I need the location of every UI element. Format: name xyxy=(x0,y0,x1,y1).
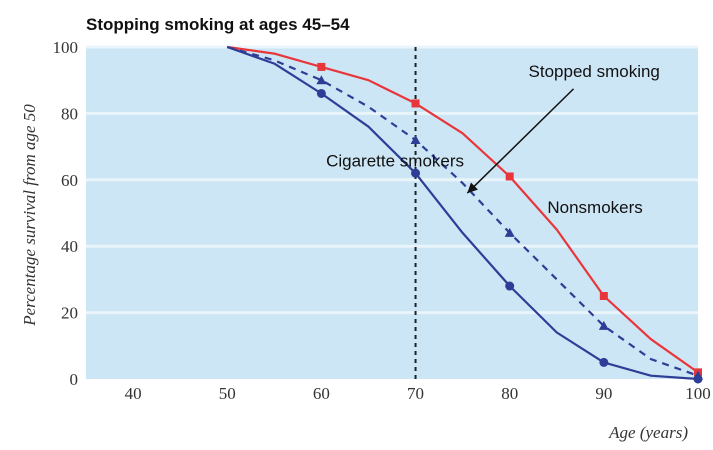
series-1-point-80 xyxy=(504,227,515,237)
annotation-2: Nonsmokers xyxy=(547,198,642,217)
x-tick-100: 100 xyxy=(685,384,711,403)
x-axis-label: Age (years) xyxy=(608,423,688,442)
series-1-point-60 xyxy=(316,75,327,85)
plot-area: Stopped smoking Cigarette smokers Nonsmoke… xyxy=(86,45,703,384)
series-2-point-90 xyxy=(599,357,609,367)
y-tick-0: 0 xyxy=(70,370,79,389)
x-tick-50: 50 xyxy=(219,384,236,403)
annotation-arrowhead-0 xyxy=(467,182,478,194)
annotation-0: Stopped smoking xyxy=(529,62,660,81)
y-tick-80: 80 xyxy=(61,104,78,123)
x-tick-80: 80 xyxy=(501,384,518,403)
x-tick-60: 60 xyxy=(313,384,330,403)
series-1-point-90 xyxy=(598,320,609,330)
series-line-0 xyxy=(227,45,699,374)
x-tick-40: 40 xyxy=(125,384,142,403)
y-tick-20: 20 xyxy=(61,304,78,323)
series-0-point-60 xyxy=(317,62,326,71)
annotation-1: Cigarette smokers xyxy=(326,152,464,171)
series-0-point-80 xyxy=(505,172,514,181)
series-2-point-70 xyxy=(411,168,421,178)
chart-title: Stopping smoking at ages 45–54 xyxy=(86,15,350,34)
y-tick-100: 100 xyxy=(53,38,79,57)
axes: 40 50 60 70 80 90 100 0 20 40 60 80 100 xyxy=(53,38,711,403)
y-axis-label: Percentage survival from age 50 xyxy=(20,104,39,327)
x-tick-70: 70 xyxy=(407,384,424,403)
series-line-2 xyxy=(226,45,699,381)
x-tick-90: 90 xyxy=(595,384,612,403)
series-2-point-100 xyxy=(693,374,703,384)
y-tick-60: 60 xyxy=(61,171,78,190)
series-0-point-70 xyxy=(411,99,420,108)
series-2-point-60 xyxy=(316,88,326,98)
annotation-arrow-0 xyxy=(466,88,575,194)
series-2-point-80 xyxy=(505,281,515,291)
plot-background xyxy=(86,47,698,379)
series-1-point-70 xyxy=(410,134,421,144)
series-0-point-90 xyxy=(599,292,608,300)
series-line-1 xyxy=(226,45,699,377)
y-tick-40: 40 xyxy=(61,237,78,256)
